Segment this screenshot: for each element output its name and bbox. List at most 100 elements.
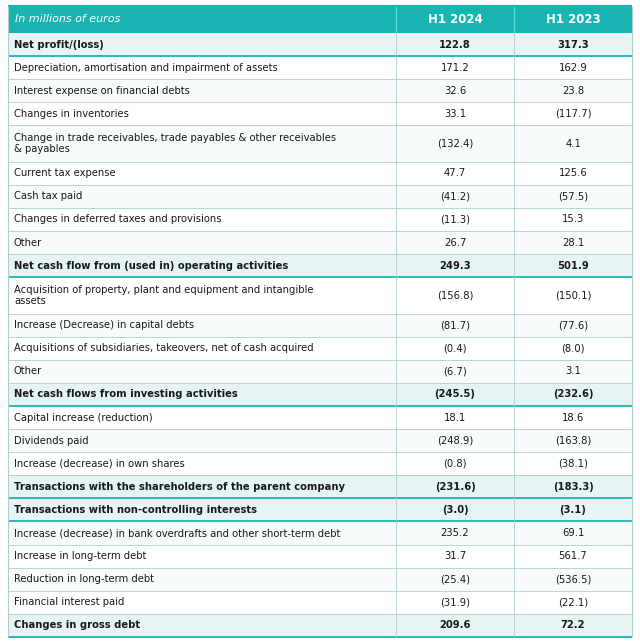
Text: 15.3: 15.3	[562, 215, 584, 224]
Bar	[8, 103, 632, 126]
Text: Increase (decrease) in bank overdrafts and other short-term debt: Increase (decrease) in bank overdrafts a…	[14, 528, 340, 538]
Bar	[8, 545, 632, 568]
Text: & payables: & payables	[14, 144, 70, 154]
Text: Transactions with non-controlling interests: Transactions with non-controlling intere…	[14, 505, 257, 515]
Bar	[8, 452, 632, 475]
Bar	[8, 406, 632, 429]
Text: Changes in deferred taxes and provisions: Changes in deferred taxes and provisions	[14, 215, 221, 224]
Text: Dividends paid: Dividends paid	[14, 436, 88, 445]
Text: (231.6): (231.6)	[435, 482, 476, 492]
Text: Current tax expense: Current tax expense	[14, 169, 116, 178]
Text: 69.1: 69.1	[562, 528, 584, 538]
Bar	[8, 56, 632, 79]
Text: assets: assets	[14, 296, 46, 306]
Text: Change in trade receivables, trade payables & other receivables: Change in trade receivables, trade payab…	[14, 133, 336, 143]
Bar	[8, 591, 632, 614]
Text: (0.4): (0.4)	[444, 343, 467, 353]
Text: Interest expense on financial debts: Interest expense on financial debts	[14, 86, 190, 96]
Text: H1 2024: H1 2024	[428, 13, 483, 26]
Text: (11.3): (11.3)	[440, 215, 470, 224]
Text: Cash tax paid: Cash tax paid	[14, 192, 83, 201]
Text: (3.0): (3.0)	[442, 505, 468, 515]
Text: Depreciation, amortisation and impairment of assets: Depreciation, amortisation and impairmen…	[14, 63, 278, 72]
Bar	[8, 6, 632, 33]
Text: Net profit/(loss): Net profit/(loss)	[14, 40, 104, 49]
Text: Changes in inventories: Changes in inventories	[14, 109, 129, 119]
Text: Acquisitions of subsidiaries, takeovers, net of cash acquired: Acquisitions of subsidiaries, takeovers,…	[14, 343, 314, 353]
Bar	[8, 79, 632, 103]
Text: (163.8): (163.8)	[555, 436, 591, 445]
Text: (117.7): (117.7)	[555, 109, 591, 119]
Text: H1 2023: H1 2023	[546, 13, 600, 26]
Text: Transactions with the shareholders of the parent company: Transactions with the shareholders of th…	[14, 482, 345, 492]
Text: (8.0): (8.0)	[561, 343, 585, 353]
Text: Changes in gross debt: Changes in gross debt	[14, 620, 140, 631]
Text: 125.6: 125.6	[559, 169, 588, 178]
Bar	[8, 162, 632, 185]
Text: 72.2: 72.2	[561, 620, 585, 631]
Bar	[8, 522, 632, 545]
Text: (232.6): (232.6)	[553, 390, 593, 399]
Text: (38.1): (38.1)	[558, 459, 588, 469]
Text: Increase (Decrease) in capital debts: Increase (Decrease) in capital debts	[14, 320, 194, 330]
Text: (81.7): (81.7)	[440, 320, 470, 330]
Text: Reduction in long-term debt: Reduction in long-term debt	[14, 574, 154, 584]
Text: 3.1: 3.1	[565, 366, 581, 376]
Text: 23.8: 23.8	[562, 86, 584, 96]
Text: Other: Other	[14, 238, 42, 247]
Text: 47.7: 47.7	[444, 169, 466, 178]
Bar	[8, 383, 632, 406]
Text: 18.1: 18.1	[444, 413, 466, 422]
Text: (22.1): (22.1)	[558, 597, 588, 607]
Bar	[8, 337, 632, 360]
Text: (150.1): (150.1)	[555, 290, 591, 301]
Text: 28.1: 28.1	[562, 238, 584, 247]
Text: Increase (decrease) in own shares: Increase (decrease) in own shares	[14, 459, 185, 469]
Text: 33.1: 33.1	[444, 109, 466, 119]
Bar	[8, 33, 632, 56]
Text: 501.9: 501.9	[557, 261, 589, 271]
Text: Capital increase (reduction): Capital increase (reduction)	[14, 413, 152, 422]
Text: Increase in long-term debt: Increase in long-term debt	[14, 551, 147, 561]
Text: (132.4): (132.4)	[437, 138, 473, 149]
Bar	[8, 360, 632, 383]
Bar	[8, 185, 632, 208]
Bar	[8, 208, 632, 231]
Bar	[8, 498, 632, 522]
Bar	[8, 475, 632, 498]
Text: (31.9): (31.9)	[440, 597, 470, 607]
Text: Net cash flows from investing activities: Net cash flows from investing activities	[14, 390, 237, 399]
Text: (156.8): (156.8)	[437, 290, 473, 301]
Bar	[8, 126, 632, 162]
Text: Acquisition of property, plant and equipment and intangible: Acquisition of property, plant and equip…	[14, 285, 314, 295]
Text: (245.5): (245.5)	[435, 390, 476, 399]
Text: Net cash flow from (used in) operating activities: Net cash flow from (used in) operating a…	[14, 261, 288, 271]
Bar	[8, 231, 632, 254]
Text: 209.6: 209.6	[439, 620, 471, 631]
Bar	[8, 614, 632, 637]
Text: 31.7: 31.7	[444, 551, 466, 561]
Text: 32.6: 32.6	[444, 86, 466, 96]
Text: 122.8: 122.8	[439, 40, 471, 49]
Text: 18.6: 18.6	[562, 413, 584, 422]
Text: 561.7: 561.7	[559, 551, 588, 561]
Text: (248.9): (248.9)	[437, 436, 473, 445]
Text: (3.1): (3.1)	[559, 505, 586, 515]
Text: (0.8): (0.8)	[444, 459, 467, 469]
Text: 26.7: 26.7	[444, 238, 466, 247]
Text: In millions of euros: In millions of euros	[15, 15, 120, 24]
Text: 162.9: 162.9	[559, 63, 588, 72]
Text: Other: Other	[14, 366, 42, 376]
Bar	[8, 313, 632, 337]
Bar	[8, 429, 632, 452]
Text: 317.3: 317.3	[557, 40, 589, 49]
Text: 249.3: 249.3	[439, 261, 471, 271]
Text: (536.5): (536.5)	[555, 574, 591, 584]
Text: (25.4): (25.4)	[440, 574, 470, 584]
Bar	[8, 278, 632, 313]
Bar	[8, 254, 632, 278]
Bar	[8, 568, 632, 591]
Text: (57.5): (57.5)	[558, 192, 588, 201]
Text: (6.7): (6.7)	[443, 366, 467, 376]
Text: Financial interest paid: Financial interest paid	[14, 597, 124, 607]
